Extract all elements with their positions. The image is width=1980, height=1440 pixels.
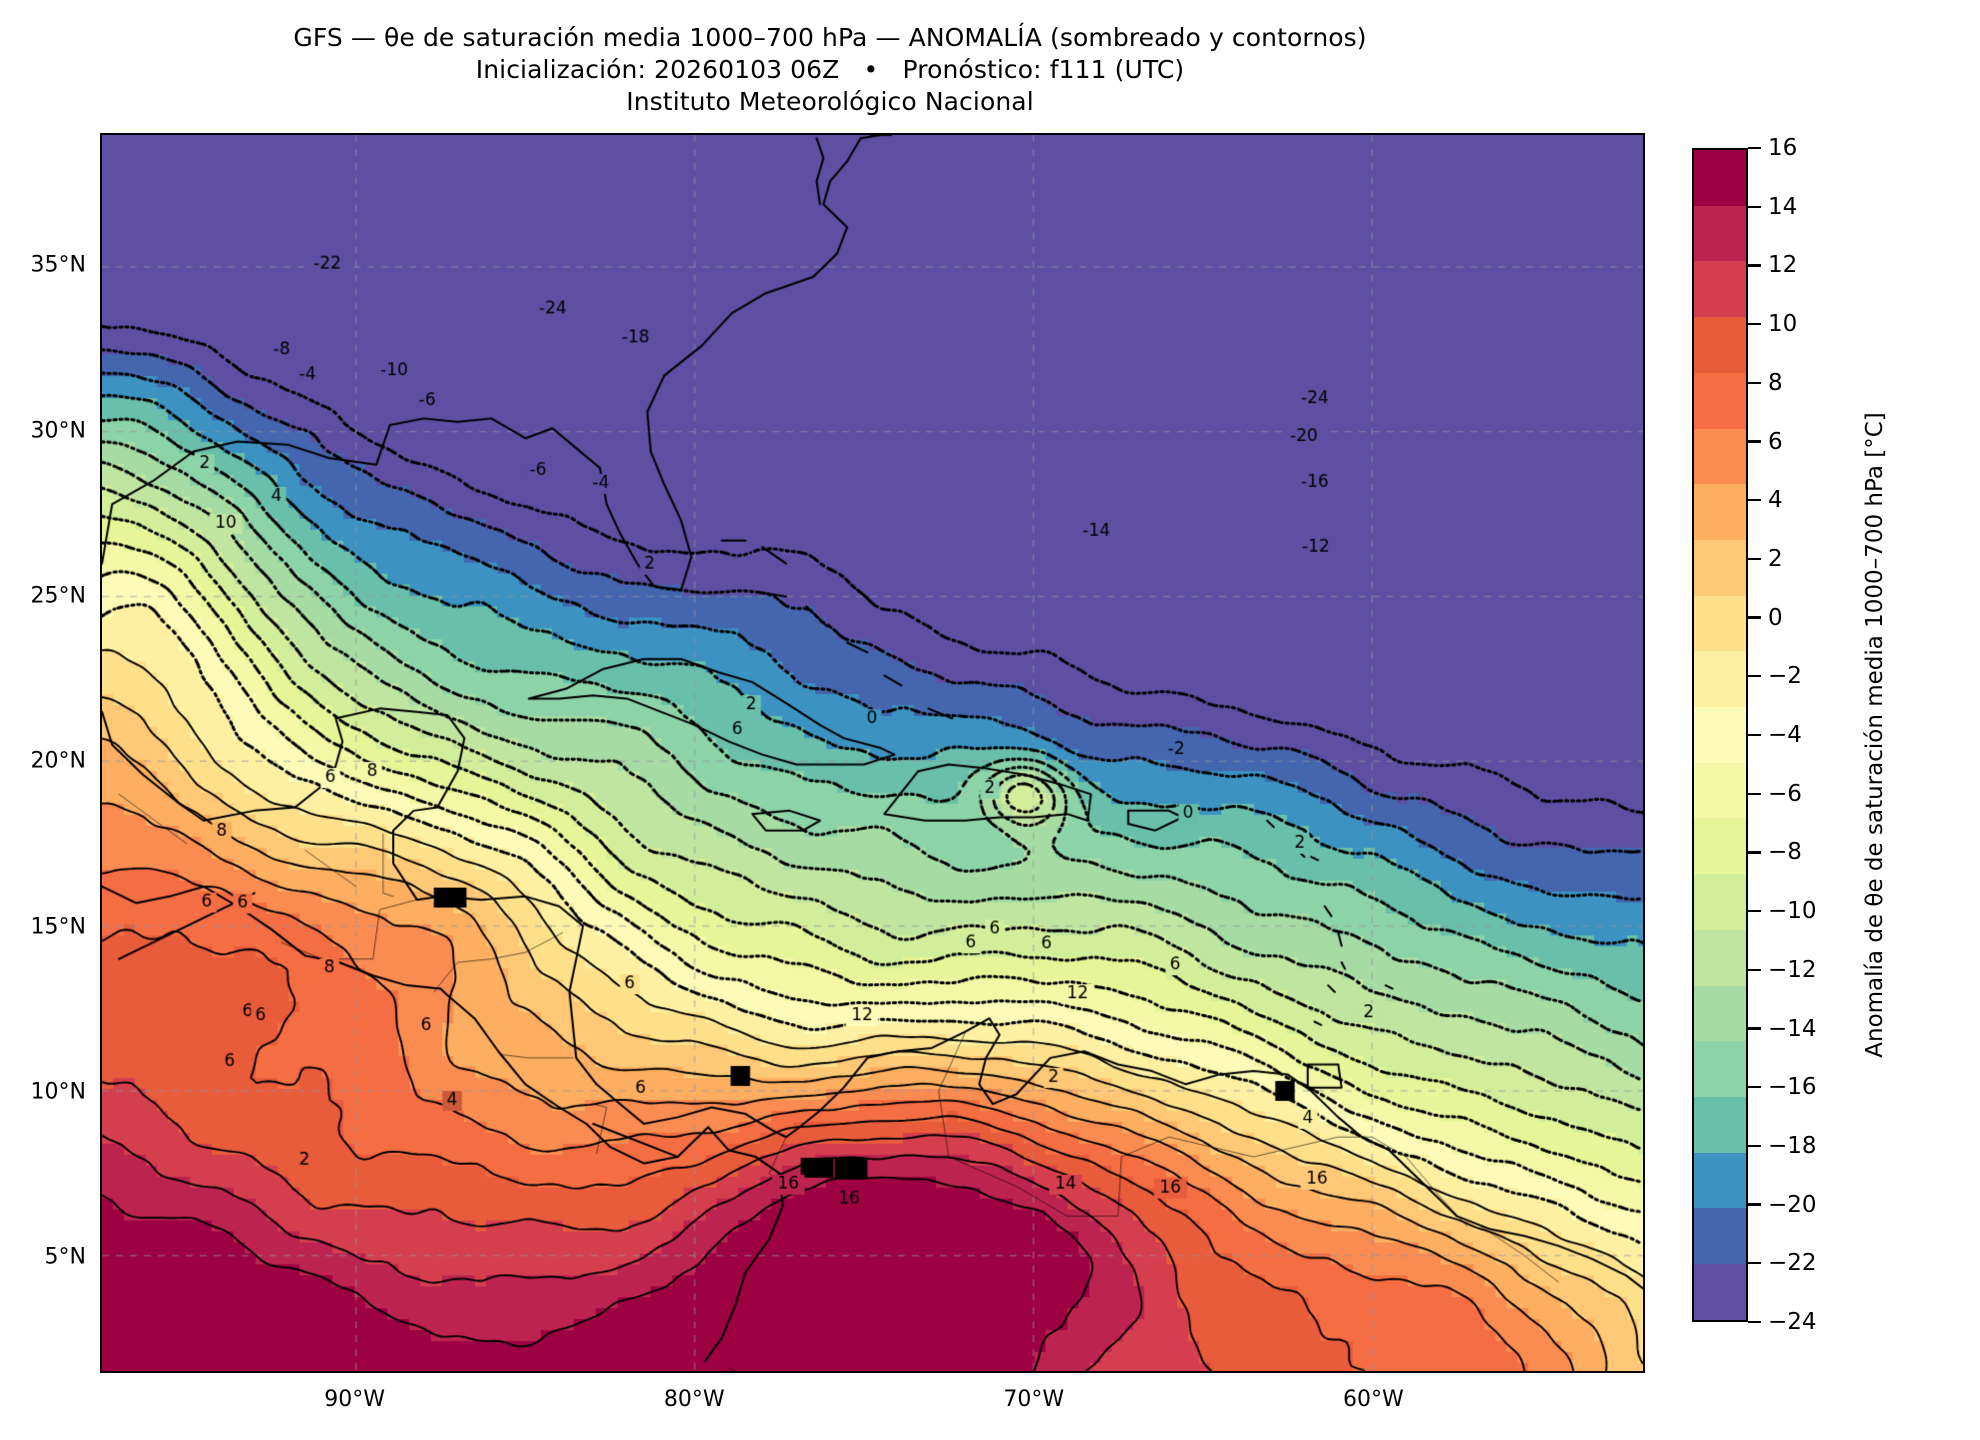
colorbar-tick-label-4: 4 [1768, 487, 1783, 514]
colorbar-tick-mark [1748, 968, 1761, 971]
colorbar-band [1694, 1041, 1746, 1097]
colorbar-band [1694, 372, 1746, 429]
colorbar[interactable] [1692, 148, 1748, 1322]
colorbar-tick-label--24: −24 [1768, 1309, 1817, 1335]
map-field-canvas [102, 135, 1643, 1371]
colorbar-tick-mark [1748, 322, 1761, 326]
colorbar-tick-mark [1748, 264, 1761, 267]
colorbar-band [1694, 1152, 1746, 1209]
colorbar-band [1694, 317, 1746, 373]
colorbar-tick-mark [1748, 792, 1761, 795]
colorbar-band [1694, 874, 1746, 930]
colorbar-tick-label-8: 8 [1768, 369, 1783, 396]
latitude-tick-20°N: 20°N [30, 748, 86, 774]
longitude-tick-90°W: 90°W [324, 1387, 386, 1412]
colorbar-tick-mark [1748, 440, 1761, 443]
colorbar-band [1694, 762, 1746, 819]
colorbar-tick-label--22: −22 [1768, 1250, 1817, 1277]
latitude-tick-5°N: 5°N [44, 1244, 86, 1270]
longitude-tick-80°W: 80°W [663, 1387, 725, 1412]
colorbar-band [1694, 261, 1746, 318]
colorbar-band [1694, 484, 1746, 540]
colorbar-tick-mark [1748, 381, 1761, 384]
colorbar-tick-mark [1748, 675, 1761, 678]
longitude-tick-70°W: 70°W [1003, 1387, 1065, 1412]
map-plot-area[interactable] [100, 133, 1645, 1373]
colorbar-tick-label--20: −20 [1768, 1191, 1817, 1218]
colorbar-tick-mark [1748, 499, 1761, 502]
colorbar-tick-label--8: −8 [1768, 839, 1802, 866]
colorbar-tick-label--2: −2 [1768, 663, 1802, 690]
colorbar-tick-label-12: 12 [1768, 252, 1798, 279]
colorbar-band [1694, 205, 1746, 262]
colorbar-tick-label--16: −16 [1768, 1074, 1817, 1101]
figure-source: Instituto Meteorológico Nacional [626, 87, 1034, 116]
colorbar-band [1694, 595, 1746, 652]
colorbar-tick-mark [1748, 851, 1761, 854]
colorbar-tick-label-10: 10 [1768, 311, 1798, 338]
colorbar-tick-label--14: −14 [1768, 1015, 1817, 1042]
colorbar-band [1694, 985, 1746, 1042]
colorbar-tick-mark [1748, 1320, 1761, 1324]
page-title: GFS — θe de saturación media 1000–700 hP… [293, 23, 1367, 52]
colorbar-tick-mark [1748, 1262, 1761, 1265]
colorbar-axis-label: Anomalía de θe de saturación media 1000–… [1862, 412, 1888, 1058]
colorbar-band [1694, 1208, 1746, 1265]
colorbar-band [1694, 929, 1746, 986]
figure-title-block: GFS — θe de saturación media 1000–700 hP… [0, 22, 1660, 118]
colorbar-tick-label-14: 14 [1768, 193, 1798, 220]
colorbar-band [1694, 428, 1746, 485]
colorbar-band [1694, 1096, 1746, 1153]
colorbar-tick-label--12: −12 [1768, 956, 1817, 983]
colorbar-band [1694, 651, 1746, 708]
colorbar-tick-mark [1748, 1203, 1761, 1206]
colorbar-tick-label--4: −4 [1768, 722, 1802, 748]
latitude-tick-10°N: 10°N [30, 1079, 86, 1105]
colorbar-tick-mark [1748, 1144, 1761, 1148]
colorbar-band [1694, 818, 1746, 875]
figure-subtitle: Inicialización: 20260103 06Z • Pronóstic… [475, 55, 1185, 84]
colorbar-tick-mark [1748, 909, 1761, 913]
latitude-tick-15°N: 15°N [30, 914, 86, 940]
colorbar-tick-mark [1748, 146, 1761, 150]
colorbar-band [1694, 1264, 1746, 1320]
colorbar-tick-mark [1748, 616, 1761, 619]
colorbar-band [1694, 150, 1746, 206]
latitude-tick-25°N: 25°N [30, 583, 86, 609]
colorbar-tick-label--18: −18 [1768, 1132, 1817, 1159]
colorbar-tick-label-16: 16 [1768, 135, 1798, 161]
colorbar-tick-mark [1748, 733, 1761, 737]
colorbar-tick-label-2: 2 [1768, 545, 1783, 572]
colorbar-tick-label--6: −6 [1768, 780, 1802, 807]
latitude-tick-30°N: 30°N [30, 418, 86, 444]
longitude-tick-60°W: 60°W [1342, 1387, 1404, 1412]
colorbar-band [1694, 539, 1746, 596]
colorbar-tick-mark [1748, 205, 1761, 208]
colorbar-band [1694, 707, 1746, 763]
colorbar-tick-label-6: 6 [1768, 428, 1783, 455]
colorbar-tick-label--10: −10 [1768, 898, 1817, 925]
colorbar-tick-mark [1748, 1086, 1761, 1089]
colorbar-tick-mark [1748, 1027, 1761, 1030]
colorbar-tick-label-0: 0 [1768, 604, 1783, 631]
colorbar-tick-mark [1748, 557, 1761, 561]
latitude-tick-35°N: 35°N [30, 252, 86, 278]
